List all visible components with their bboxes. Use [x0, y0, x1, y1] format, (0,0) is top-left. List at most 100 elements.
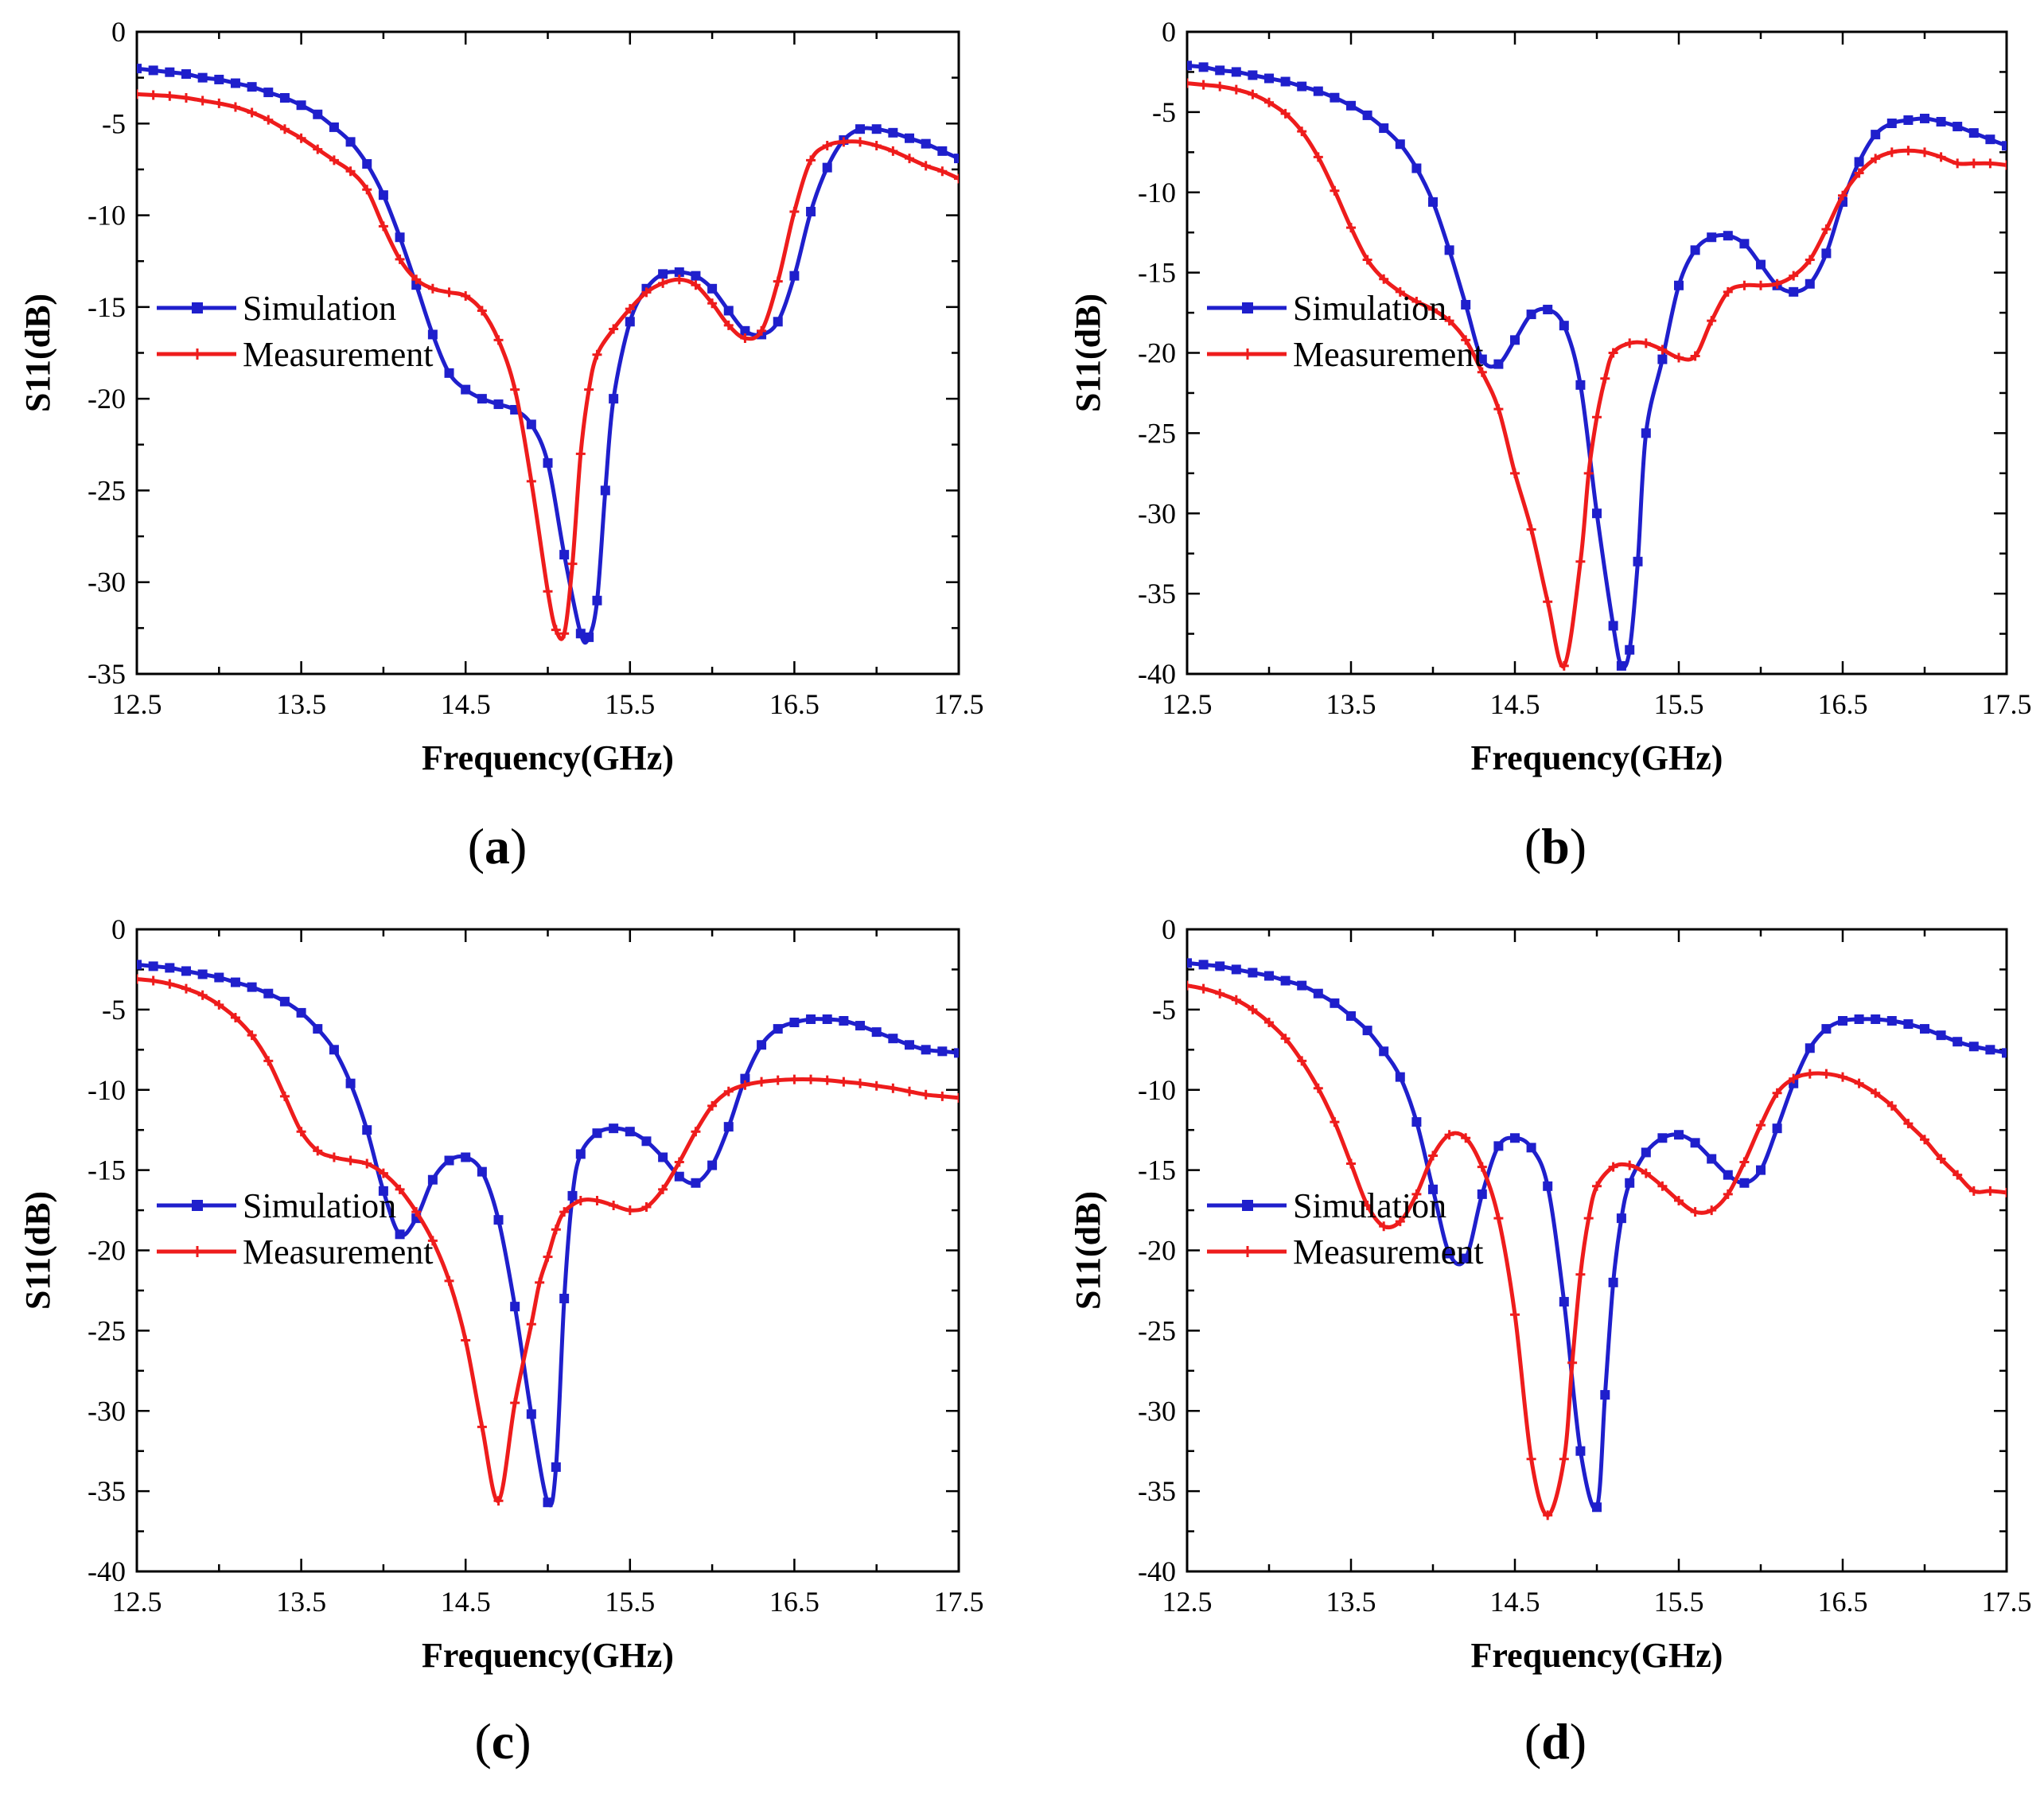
data-point-simulation [625, 317, 635, 327]
data-point-simulation [1821, 1024, 1832, 1034]
data-point-measurement [279, 124, 290, 134]
y-tick-label: -15 [88, 291, 126, 323]
x-tick-label: 16.5 [769, 688, 820, 720]
data-point-measurement [1723, 1189, 1733, 1199]
data-point-simulation [839, 1015, 849, 1026]
data-point-simulation [1297, 81, 1307, 92]
y-tick-label: -35 [1138, 1475, 1176, 1507]
data-point-simulation [165, 963, 175, 973]
data-point-simulation [575, 629, 586, 639]
data-point-simulation [1280, 76, 1291, 87]
legend-marker [192, 1200, 203, 1211]
data-point-measurement [822, 140, 832, 150]
data-point-measurement [806, 155, 816, 165]
data-point-measurement [757, 1077, 767, 1087]
legend-marker [1242, 302, 1253, 313]
data-point-measurement [1772, 1088, 1782, 1098]
x-tick-label: 17.5 [1982, 688, 2032, 720]
y-tick-label: -5 [102, 107, 126, 139]
y-tick-label: -30 [1138, 1395, 1176, 1427]
data-point-measurement [625, 1205, 635, 1216]
data-point-simulation [1789, 286, 1799, 297]
data-point-measurement [1739, 280, 1750, 290]
data-point-simulation [1510, 335, 1520, 345]
data-point-measurement [871, 140, 882, 150]
data-point-measurement [707, 1100, 718, 1111]
data-point-measurement [559, 1207, 570, 1217]
legend-label: Simulation [1293, 1186, 1446, 1225]
data-point-simulation [148, 961, 158, 971]
data-point-measurement [461, 1335, 471, 1345]
data-point-simulation [543, 1497, 553, 1508]
data-point-simulation [740, 1073, 750, 1084]
data-point-measurement [1346, 1158, 1356, 1169]
data-point-measurement [313, 1146, 323, 1156]
y-tick-label: -20 [1138, 1235, 1176, 1267]
data-point-measurement [1395, 286, 1405, 297]
data-point-simulation [1231, 67, 1241, 77]
data-point-measurement [773, 276, 783, 286]
data-point-measurement [1772, 278, 1782, 289]
data-point-measurement [1379, 274, 1389, 284]
y-tick-label: -25 [1138, 417, 1176, 449]
x-tick-label: 16.5 [769, 1586, 820, 1618]
data-point-simulation [707, 283, 718, 294]
legend-entry-measurement: Measurement [157, 1232, 433, 1271]
data-point-measurement [839, 137, 849, 147]
data-point-measurement [329, 1152, 339, 1162]
data-point-measurement [1461, 335, 1471, 345]
data-point-measurement [584, 384, 594, 395]
data-point-simulation [1379, 123, 1389, 134]
x-tick-label: 14.5 [441, 1586, 491, 1618]
data-point-measurement [1657, 1181, 1668, 1191]
data-point-simulation [559, 1294, 570, 1304]
data-point-measurement [362, 185, 372, 195]
legend-entry-measurement: Measurement [157, 335, 433, 374]
data-point-simulation [1493, 1141, 1504, 1151]
data-point-simulation [1674, 280, 1684, 290]
data-point-measurement [1567, 1357, 1578, 1368]
data-point-measurement [1936, 1154, 1946, 1164]
panel-caption: (c) [474, 1713, 531, 1770]
data-point-measurement [871, 1081, 882, 1091]
data-point-simulation [1953, 122, 1963, 132]
data-point-simulation [1690, 245, 1700, 255]
data-point-simulation [1510, 1133, 1520, 1143]
data-point-measurement [1600, 373, 1610, 384]
data-point-measurement [1838, 1072, 1847, 1082]
data-point-simulation [609, 394, 619, 404]
data-point-simulation [584, 632, 594, 642]
y-tick-label: -40 [1138, 658, 1176, 690]
data-point-measurement [1936, 152, 1946, 162]
data-point-measurement [1985, 158, 1995, 169]
data-point-measurement [1592, 1181, 1602, 1191]
data-point-simulation [740, 325, 750, 336]
data-point-measurement [165, 979, 175, 989]
data-point-measurement [1805, 255, 1815, 265]
data-point-simulation [658, 269, 668, 279]
data-point-measurement [493, 1496, 504, 1506]
y-tick-label: -5 [102, 994, 126, 1026]
data-point-measurement [1985, 1186, 1995, 1196]
data-point-simulation [567, 1190, 578, 1201]
data-point-measurement [1231, 84, 1241, 95]
data-point-measurement [1583, 1213, 1594, 1224]
data-point-simulation [806, 206, 816, 216]
y-tick-label: -35 [88, 658, 126, 690]
data-point-measurement [1477, 1162, 1487, 1172]
y-tick-label: -30 [1138, 497, 1176, 529]
data-point-measurement [740, 333, 750, 344]
y-tick-label: -25 [1138, 1314, 1176, 1346]
data-point-simulation [1600, 1390, 1610, 1400]
data-point-measurement [427, 283, 438, 294]
data-point-simulation [247, 982, 257, 992]
data-point-simulation [1264, 73, 1274, 84]
data-point-measurement [888, 1083, 898, 1093]
data-point-measurement [1608, 1162, 1618, 1172]
x-tick-label: 12.5 [112, 688, 162, 720]
data-point-simulation [691, 271, 701, 281]
x-axis-label: Frequency(GHz) [422, 738, 674, 777]
data-point-simulation [1920, 113, 1929, 123]
data-point-measurement [1886, 147, 1897, 158]
